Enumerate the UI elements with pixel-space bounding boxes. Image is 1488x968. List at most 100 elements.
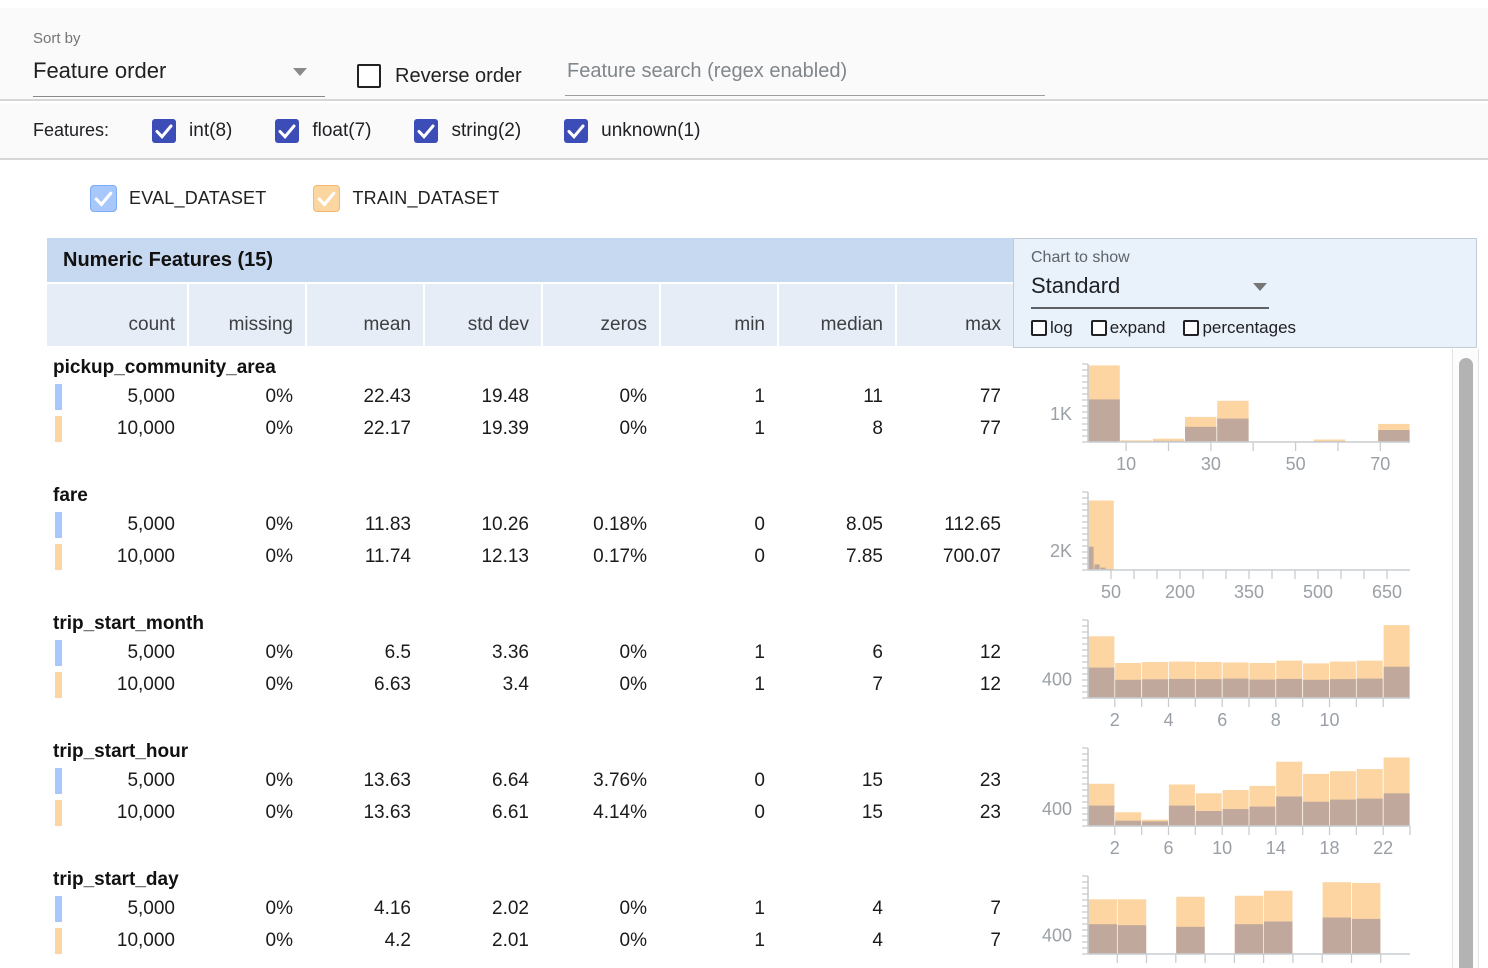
feature-stats: fare 5,000 0% 11.83 10.26 0.18% 0 8.05 112.65 10,… [47, 480, 1013, 573]
svg-text:6: 6 [1217, 710, 1227, 730]
feature-block-fare: fare 5,000 0% 11.83 10.26 0.18% 0 8.05 112.65 10,… [0, 480, 1488, 608]
stat-max: 12 [979, 674, 1001, 695]
chart-type-dropdown[interactable]: Standard [1031, 273, 1269, 309]
feature-block-pickup_community_area: pickup_community_area 5,000 0% 22.43 19.48 0%… [0, 352, 1488, 480]
stat-zeros: 0% [619, 674, 647, 695]
feature-list: pickup_community_area 5,000 0% 22.43 19.48 0%… [0, 352, 1488, 968]
svg-text:4: 4 [1163, 710, 1173, 730]
stat-std-dev: 2.01 [492, 930, 529, 951]
svg-text:1K: 1K [1050, 404, 1072, 424]
feature-search [565, 58, 1045, 96]
column-header-min: min [659, 284, 777, 346]
chevron-down-icon [1253, 283, 1267, 291]
scrollbar-track[interactable] [1452, 349, 1479, 968]
dataset-toggle-train_dataset[interactable]: TRAIN_DATASET [313, 184, 499, 212]
table-row-train: 10,000 0% 22.17 19.39 0% 1 8 77 [47, 413, 1013, 445]
feature-name: trip_start_hour [53, 741, 189, 762]
svg-text:200: 200 [1165, 582, 1195, 602]
stat-median: 8.05 [846, 514, 883, 535]
column-header-row: count missing mean std dev zeros min median max [47, 284, 1013, 346]
table-row-eval: 5,000 0% 6.5 3.36 0% 1 6 12 [47, 637, 1013, 669]
eval-dataset-swatch [55, 768, 62, 794]
sort-order-dropdown[interactable]: Feature order [33, 58, 325, 97]
stat-median: 7 [872, 674, 883, 695]
reverse-order-label: Reverse order [395, 64, 522, 87]
chart-option-percentages[interactable]: percentages [1183, 318, 1296, 338]
stat-mean: 6.5 [384, 642, 411, 663]
chart-option-label: percentages [1202, 318, 1297, 337]
reverse-order-checkbox[interactable] [357, 64, 381, 88]
stat-min: 0 [754, 546, 765, 567]
dataset-legend: EVAL_DATASET TRAIN_DATASET [0, 160, 1488, 236]
stat-count: 5,000 [127, 770, 175, 791]
chart-option-log[interactable]: log [1031, 318, 1073, 338]
stat-min: 1 [754, 642, 765, 663]
feature-block-trip_start_month: trip_start_month 5,000 0% 6.5 3.36 0% 1 6 12 10,0… [0, 608, 1488, 736]
type-filter-float7[interactable]: float(7) [275, 118, 371, 143]
numeric-features-title-bar: Numeric Features (15) [47, 238, 1013, 284]
feature-search-input[interactable] [565, 58, 1045, 96]
stat-missing: 0% [265, 386, 293, 407]
feature-histogram: 1K 10 30 50 70 [1050, 363, 1410, 474]
stat-std-dev: 10.26 [481, 514, 529, 535]
column-header-max: max [895, 284, 1013, 346]
eval-dataset-swatch [55, 384, 62, 410]
stat-zeros: 0.18% [593, 514, 647, 535]
feature-chart: 400 [1013, 864, 1481, 968]
column-header-missing: missing [187, 284, 305, 346]
stat-std-dev: 6.61 [492, 802, 529, 823]
sort-toolbar: Sort by Feature order Reverse order [0, 8, 1488, 101]
stat-max: 112.65 [944, 514, 1001, 535]
chart-option-label: expand [1109, 318, 1166, 337]
stat-missing: 0% [265, 930, 293, 951]
stat-median: 4 [872, 930, 883, 951]
reverse-order-control: Reverse order [357, 64, 522, 88]
stat-count: 5,000 [127, 642, 175, 663]
sort-by-label: Sort by [33, 30, 81, 47]
stat-count: 5,000 [127, 898, 175, 919]
stat-mean: 11.74 [364, 546, 411, 567]
stat-min: 0 [754, 802, 765, 823]
column-header-count: count [47, 284, 187, 346]
chart-option-expand[interactable]: expand [1090, 318, 1166, 338]
checkbox-checked-icon [414, 118, 439, 143]
svg-text:2: 2 [1110, 710, 1120, 730]
scrollbar-thumb[interactable] [1459, 358, 1473, 968]
stat-median: 6 [872, 642, 883, 663]
stat-zeros: 0.17% [593, 546, 647, 567]
type-filter-label: unknown(1) [601, 119, 701, 141]
stat-std-dev: 12.13 [481, 546, 529, 567]
stat-min: 1 [754, 386, 765, 407]
stat-missing: 0% [265, 418, 293, 439]
svg-text:50: 50 [1286, 454, 1306, 474]
stat-std-dev: 19.39 [481, 418, 529, 439]
column-header-median: median [777, 284, 895, 346]
feature-chart: 400 2 6 10 14 18 22 [1013, 736, 1481, 864]
stat-count: 10,000 [116, 546, 175, 567]
stat-missing: 0% [265, 770, 293, 791]
stat-mean: 6.63 [374, 674, 411, 695]
stat-zeros: 4.14% [593, 802, 647, 823]
stat-zeros: 0% [619, 898, 647, 919]
chart-to-show-label: Chart to show [1031, 249, 1130, 266]
type-filter-int8[interactable]: int(8) [152, 118, 232, 143]
stat-count: 5,000 [127, 514, 175, 535]
dataset-toggle-eval_dataset[interactable]: EVAL_DATASET [90, 184, 266, 212]
checkbox-checked-icon [152, 118, 177, 143]
type-filter-string2[interactable]: string(2) [414, 118, 521, 143]
stat-missing: 0% [265, 898, 293, 919]
svg-text:6: 6 [1163, 838, 1173, 858]
feature-stats: pickup_community_area 5,000 0% 22.43 19.48 0%… [47, 352, 1013, 445]
stat-std-dev: 19.48 [481, 386, 529, 407]
eval-dataset-swatch [55, 896, 62, 922]
stat-mean: 13.63 [363, 770, 411, 791]
features-filter-label: Features: [33, 120, 110, 140]
feature-stats: trip_start_hour 5,000 0% 13.63 6.64 3.76% 0 15 2… [47, 736, 1013, 829]
stat-zeros: 3.76% [593, 770, 647, 791]
table-row-train: 10,000 0% 11.74 12.13 0.17% 0 7.85 700.07 [47, 541, 1013, 573]
stat-max: 12 [979, 642, 1001, 663]
type-filter-unknown1[interactable]: unknown(1) [564, 118, 701, 143]
table-row-train: 10,000 0% 13.63 6.61 4.14% 0 15 23 [47, 797, 1013, 829]
stat-count: 5,000 [127, 386, 175, 407]
table-row-eval: 5,000 0% 11.83 10.26 0.18% 0 8.05 112.65 [47, 509, 1013, 541]
